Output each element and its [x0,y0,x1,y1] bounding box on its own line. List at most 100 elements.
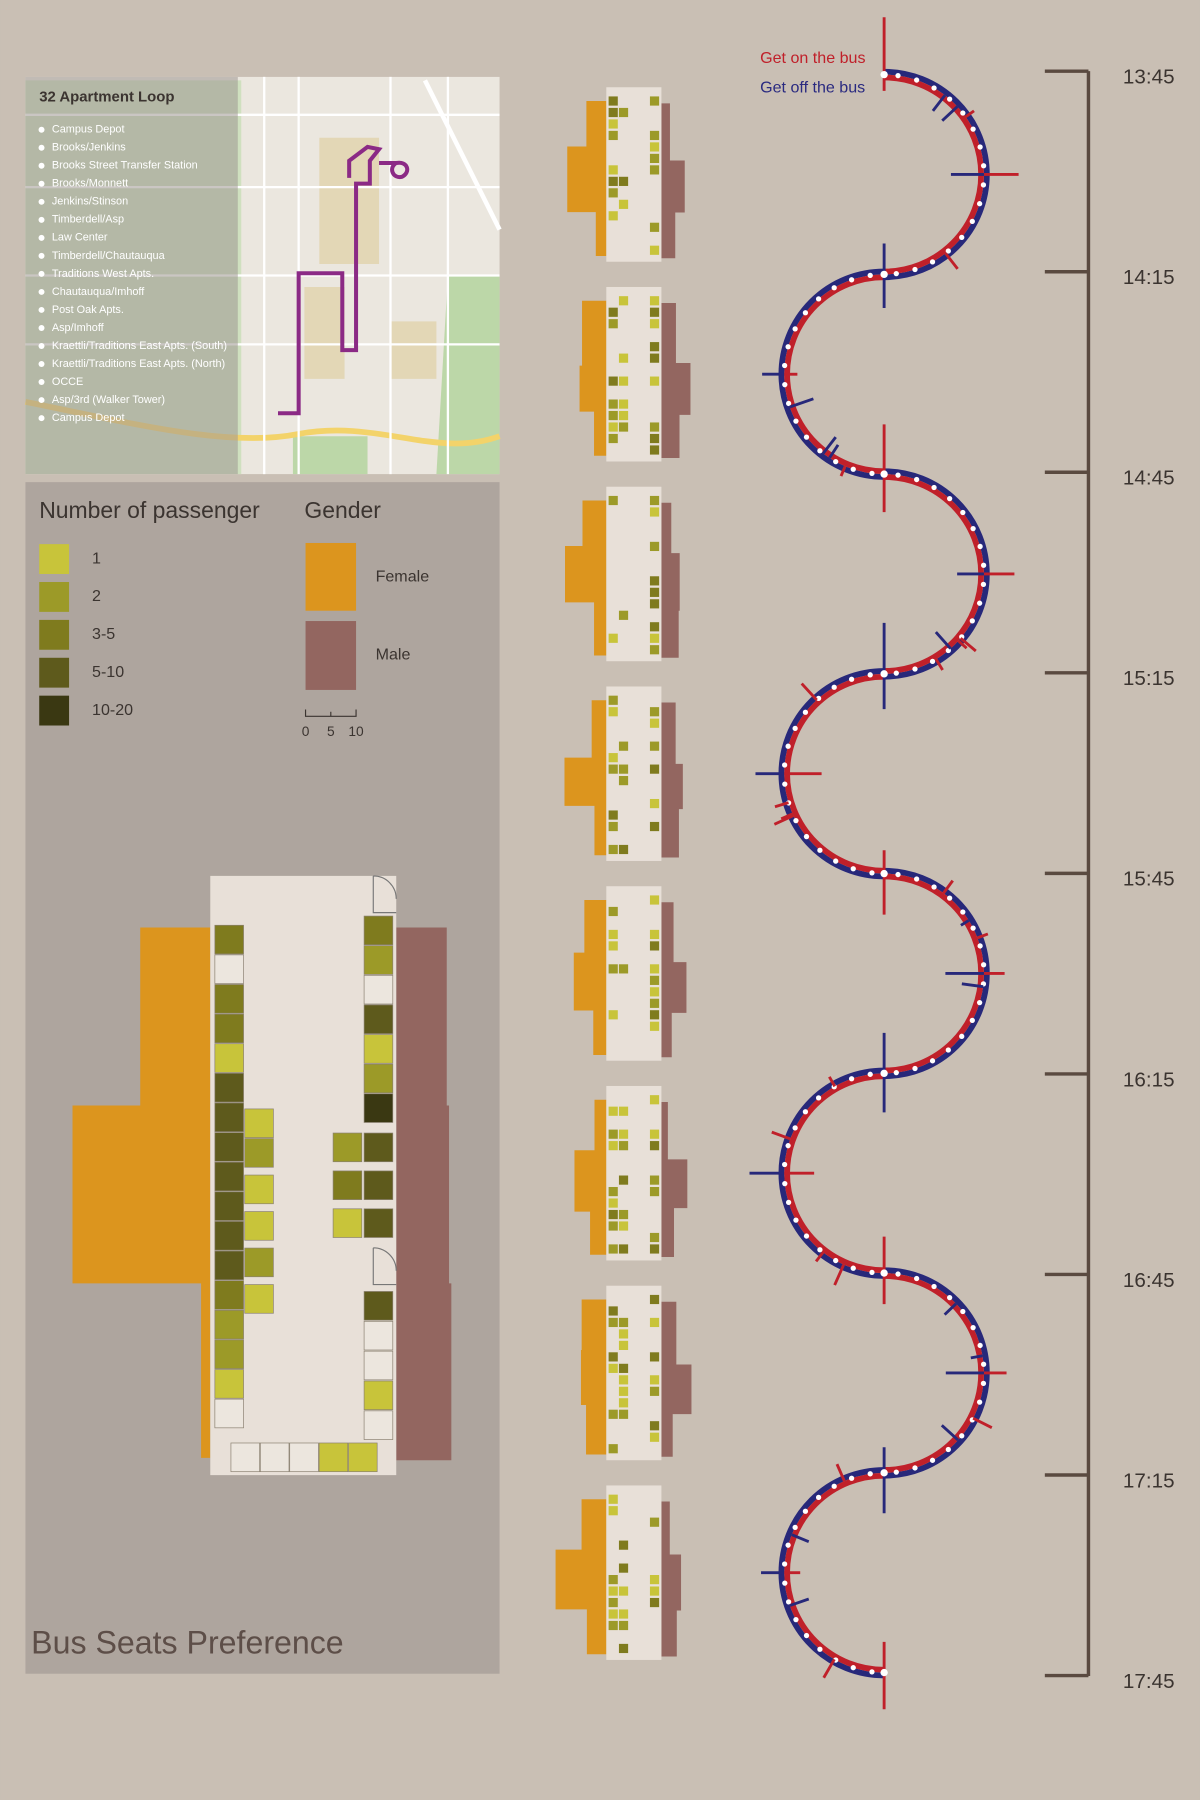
seat [214,1369,244,1399]
seat [649,541,660,552]
stop-label: Campus Depot [52,412,125,424]
level-swatch [39,619,70,650]
stop-label: Campus Depot [52,124,125,136]
seat [608,929,618,940]
seat [618,1375,629,1385]
seat [618,1106,629,1116]
female-swatch [305,542,357,611]
passenger-tick [791,1533,810,1543]
seat [649,1375,660,1385]
seat [608,1506,618,1516]
seat [608,1609,618,1619]
stop-dot [785,1542,791,1548]
seat [618,964,629,974]
stop-dot [959,234,965,240]
seat [214,1309,244,1340]
seat [618,296,629,306]
time-axis: 13:45 14:15 14:45 15:15 15:45 16:15 16:45 17:15… [1044,66,1175,1693]
stop-dot [947,1294,953,1301]
seat [618,1643,629,1654]
stop-dot [38,306,45,313]
seat [649,622,660,632]
seat [230,1442,260,1473]
stop-label: Law Center [52,232,108,244]
female-label: Female [376,568,430,586]
seat [649,576,660,586]
seat [649,1352,660,1362]
seat [649,895,660,905]
time-label: 17:45 [1123,1670,1175,1693]
stop-label: Kraettli/Traditions East Apts. (South) [52,340,227,352]
level-label: 2 [92,587,101,605]
stop-label: Brooks/Monnett [52,178,128,190]
stops-overlay [25,76,238,475]
seat [649,353,660,363]
seat [214,1191,244,1221]
stop-label: Post Oak Apts. [52,304,124,316]
female-distribution [580,1299,607,1455]
seat [608,1597,618,1608]
stop-dot [38,379,45,386]
stop-dot [977,1342,983,1349]
stop-dot [929,658,936,664]
stop-label: Timberdell/Chautauqua [52,250,166,262]
stop-dot [893,670,899,676]
stop-dot [869,870,875,876]
seat [649,707,660,717]
seat [618,741,629,751]
stop-dot [895,472,901,478]
stop-dot [38,288,45,295]
map-title: 32 Apartment Loop [39,89,174,106]
seat [244,1211,274,1241]
stop-dot [893,1469,899,1475]
seat [649,741,660,751]
park [292,436,368,475]
seat [649,222,660,232]
seat [244,1174,274,1205]
stop-dot [782,781,788,787]
seat [608,695,618,705]
female-distribution [555,1499,607,1655]
passenger-tick [941,105,959,122]
seat [608,1363,618,1373]
female-distribution [564,700,607,856]
seat [649,1095,660,1105]
passenger-tick [789,397,814,409]
seat [608,319,618,329]
seat [618,764,629,774]
seat [649,495,660,506]
seat [649,998,660,1008]
seat [259,1442,290,1473]
seat [618,1609,629,1619]
seat [618,1129,629,1139]
seat [649,1575,660,1585]
time-label: 15:45 [1123,868,1175,891]
stop-dot [912,1465,918,1471]
seat [608,1317,618,1328]
stop-label: OCCE [52,376,83,388]
stop-dot [803,1233,810,1239]
male-label: Male [376,646,411,664]
seat [608,176,618,186]
stop-dot [929,1058,936,1064]
seat [608,1209,618,1220]
seat [214,1132,244,1162]
seat [649,433,660,444]
seat [608,376,618,386]
seat [214,1280,244,1310]
stop-dot [895,72,901,79]
seat [618,1175,629,1185]
small-buses [555,87,692,1660]
male-swatch [305,621,357,690]
passenger-tick [959,637,977,653]
seat [618,1221,629,1231]
stop-dot [931,1283,937,1290]
seat [608,165,618,175]
seat [608,410,618,421]
stop-dot [880,1668,888,1677]
stop-dot [793,1616,799,1623]
seat [608,433,618,444]
stop-dot [959,634,965,640]
seat [618,176,629,186]
